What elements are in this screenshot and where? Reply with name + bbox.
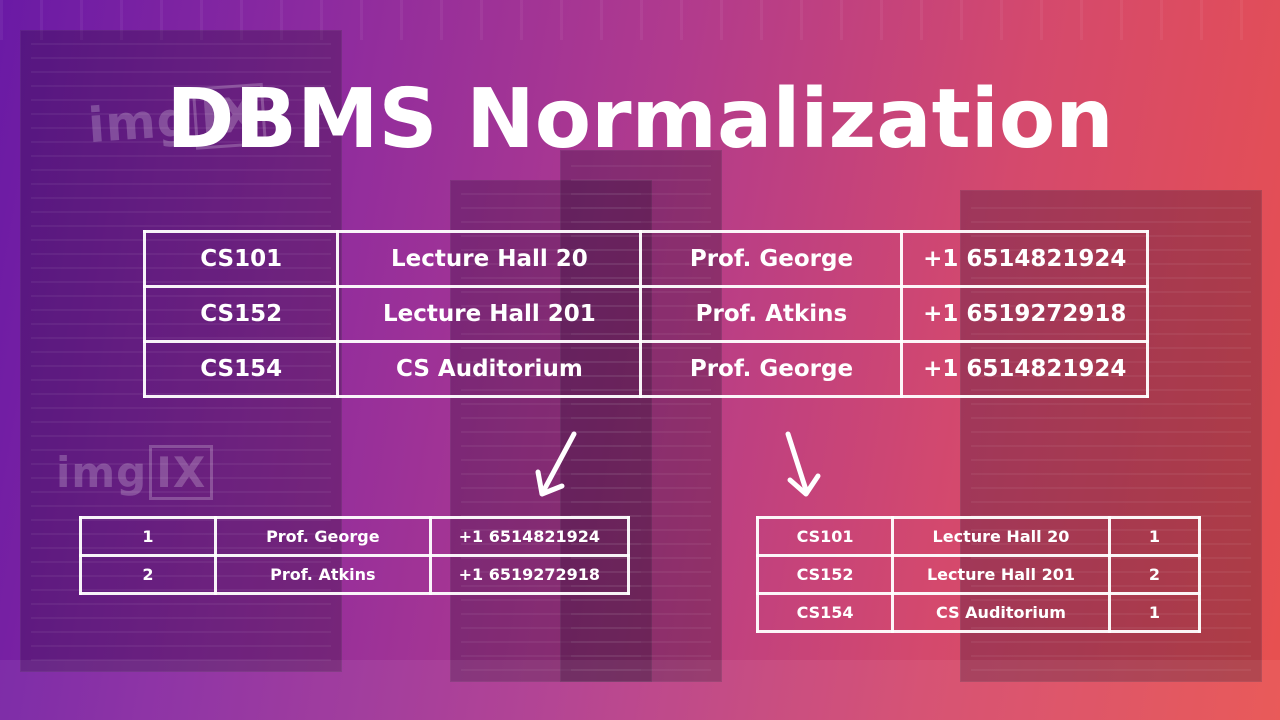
unnormalized-table: CS101 Lecture Hall 20 Prof. George +1 65… [142, 230, 1149, 398]
room-cell: Lecture Hall 20 [891, 516, 1111, 557]
phone-cell: +1 6519272918 [900, 285, 1149, 343]
table-row: CS152 Lecture Hall 201 Prof. Atkins +1 6… [142, 285, 1149, 343]
course-id-cell: CS154 [142, 340, 340, 398]
professor-cell: Prof. George [213, 516, 432, 557]
course-id-cell: CS101 [755, 516, 895, 557]
professor-id-cell: 2 [79, 554, 217, 595]
phone-cell: +1 6514821924 [428, 516, 631, 557]
professor-cell: Prof. George [639, 230, 904, 288]
professor-cell: Prof. Atkins [639, 285, 904, 343]
phone-cell: +1 6514821924 [900, 340, 1149, 398]
course-id-cell: CS101 [142, 230, 340, 288]
course-id-cell: CS152 [755, 554, 895, 595]
table-row: CS154 CS Auditorium 1 [755, 592, 1202, 633]
room-cell: Lecture Hall 20 [336, 230, 643, 288]
room-cell: Lecture Hall 201 [336, 285, 643, 343]
table-row: CS101 Lecture Hall 20 Prof. George +1 65… [142, 230, 1149, 288]
professor-id-cell: 1 [79, 516, 217, 557]
professor-cell: Prof. George [639, 340, 904, 398]
professor-id-cell: 1 [1107, 592, 1202, 633]
floor [0, 660, 1280, 720]
watermark-logo: img IX [56, 445, 214, 500]
professor-table: 1 Prof. George +1 6514821924 2 Prof. Atk… [79, 516, 631, 595]
phone-cell: +1 6519272918 [428, 554, 631, 595]
arrow-down-left-icon [535, 431, 577, 497]
professor-id-cell: 1 [1107, 516, 1202, 557]
ceiling-cables [0, 0, 1280, 40]
course-id-cell: CS154 [755, 592, 895, 633]
page-title: DBMS Normalization [166, 72, 1114, 167]
room-cell: CS Auditorium [336, 340, 643, 398]
course-id-cell: CS152 [142, 285, 340, 343]
table-row: CS154 CS Auditorium Prof. George +1 6514… [142, 340, 1149, 398]
professor-id-cell: 2 [1107, 554, 1202, 595]
table-row: CS101 Lecture Hall 20 1 [755, 516, 1202, 557]
room-cell: Lecture Hall 201 [891, 554, 1111, 595]
course-table: CS101 Lecture Hall 20 1 CS152 Lecture Ha… [755, 516, 1202, 633]
professor-cell: Prof. Atkins [213, 554, 432, 595]
table-row: CS152 Lecture Hall 201 2 [755, 554, 1202, 595]
room-cell: CS Auditorium [891, 592, 1111, 633]
table-row: 1 Prof. George +1 6514821924 [79, 516, 631, 557]
arrow-down-right-icon [785, 431, 821, 497]
phone-cell: +1 6514821924 [900, 230, 1149, 288]
table-row: 2 Prof. Atkins +1 6519272918 [79, 554, 631, 595]
